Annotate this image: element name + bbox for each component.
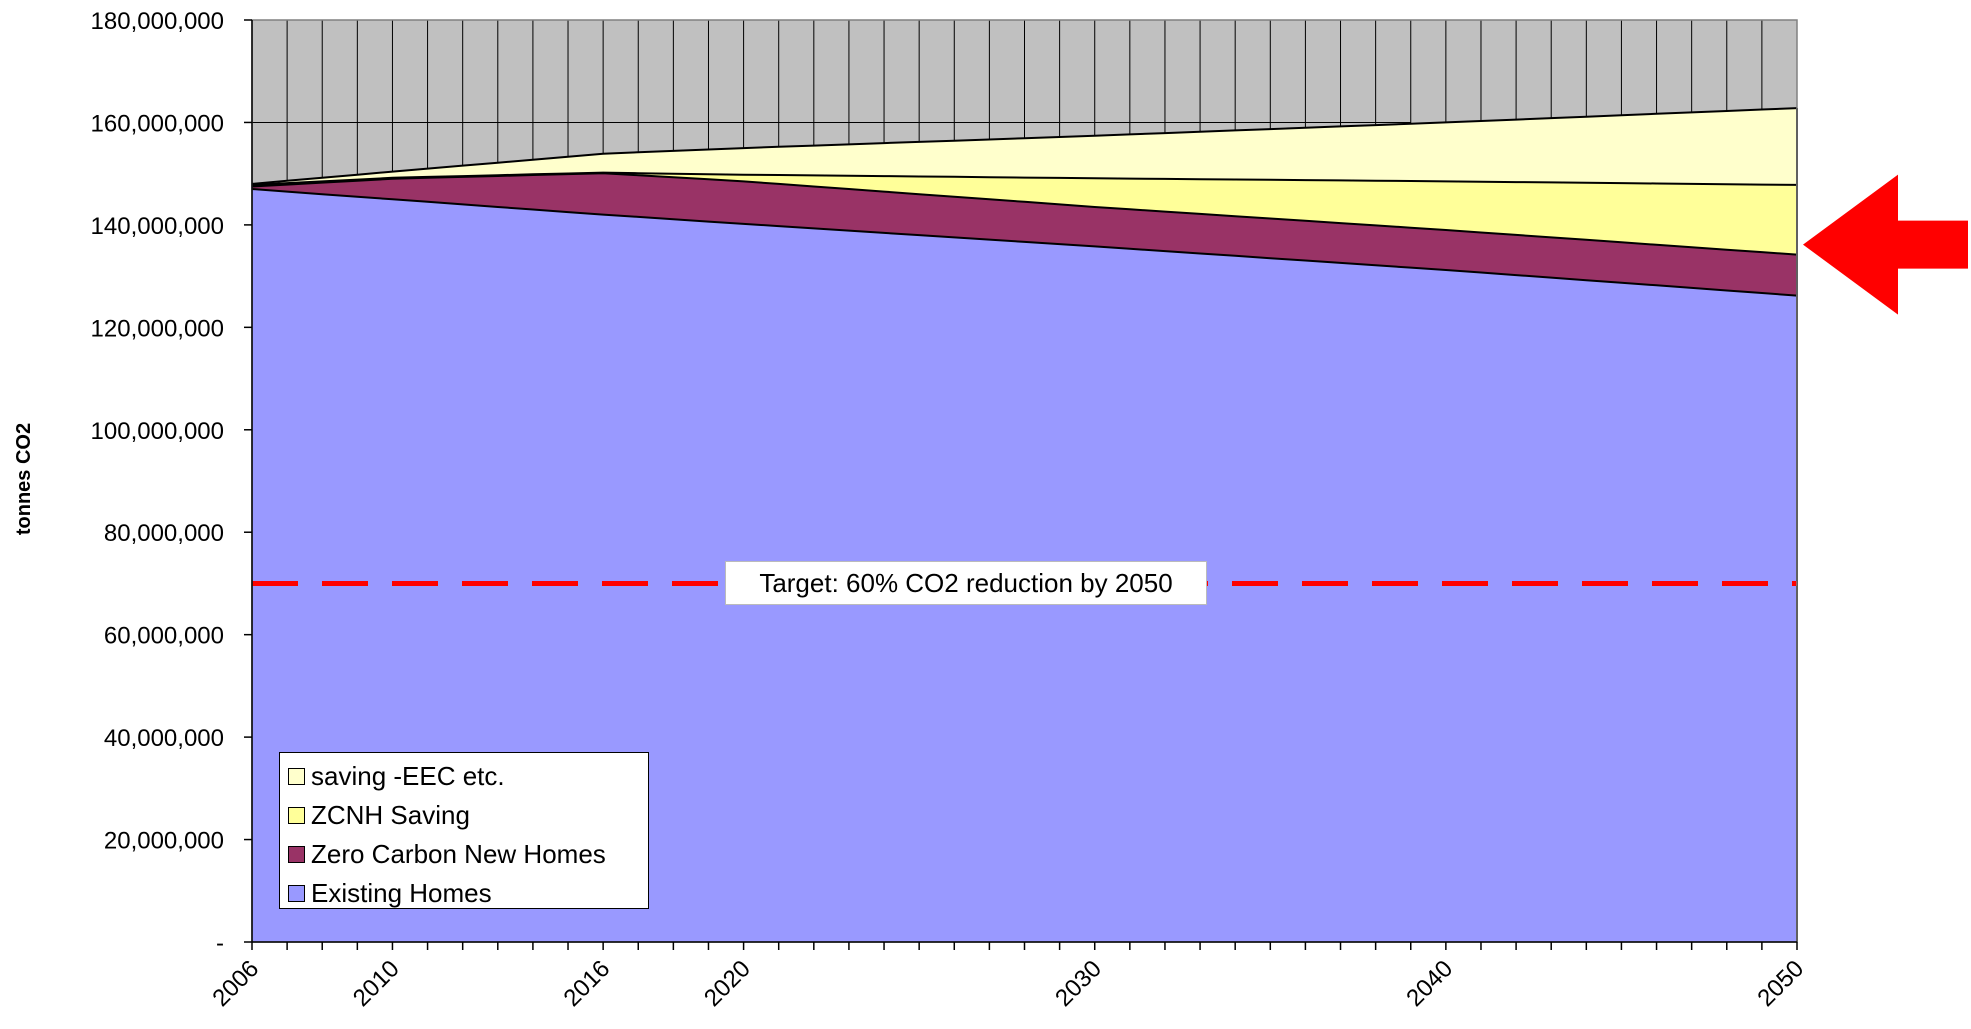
y-tick-label: 140,000,000 <box>91 213 224 240</box>
y-tick-label: 20,000,000 <box>104 828 224 855</box>
y-tick-label: 180,000,000 <box>91 8 224 35</box>
x-tick-labels: 2006 2010 2016 2020 2030 2040 2050 <box>207 955 1809 1012</box>
legend-swatch-zcnh-saving <box>288 807 305 824</box>
target-label: Target: 60% CO2 reduction by 2050 <box>725 561 1207 605</box>
y-axis-label: tonnes CO2 <box>13 423 35 535</box>
x-tick-label: 2030 <box>1050 955 1107 1012</box>
axes <box>244 19 1798 950</box>
red-arrow-icon <box>1803 174 1968 315</box>
legend-swatch-saving-eec <box>288 768 305 785</box>
series-line-existing-homes <box>251 188 1798 297</box>
y-tick-label: 40,000,000 <box>104 725 224 752</box>
x-tick-label: 2010 <box>348 955 405 1012</box>
series-line-saving-eec-etc- <box>251 107 1798 185</box>
legend-item-zcnh-saving: ZCNH Saving <box>288 796 648 835</box>
y-tick-labels: - 20,000,000 40,000,000 60,000,000 80,000,00… <box>91 8 224 957</box>
y-tick-label: - <box>216 930 224 957</box>
legend-item-existing-homes: Existing Homes <box>288 874 648 913</box>
legend-item-saving-eec: saving -EEC etc. <box>288 757 648 796</box>
legend-label-zero-carbon-new-homes: Zero Carbon New Homes <box>311 839 606 869</box>
legend: saving -EEC etc. ZCNH Saving Zero Carbon… <box>279 752 649 909</box>
x-tick-label: 2040 <box>1401 955 1458 1012</box>
y-tick-label: 120,000,000 <box>91 315 224 342</box>
legend-label-saving-eec: saving -EEC etc. <box>311 761 505 791</box>
y-tick-label: 60,000,000 <box>104 623 224 650</box>
legend-item-zero-carbon-new-homes: Zero Carbon New Homes <box>288 835 648 874</box>
area-series <box>252 108 1797 943</box>
x-tick-label: 2016 <box>558 955 615 1012</box>
legend-label-zcnh-saving: ZCNH Saving <box>311 800 470 830</box>
x-tick-label: 2050 <box>1752 955 1809 1012</box>
x-tick-label: 2006 <box>207 955 264 1012</box>
y-tick-label: 100,000,000 <box>91 418 224 445</box>
legend-swatch-zero-carbon-new-homes <box>288 846 305 863</box>
series-line-zcnh-saving <box>251 171 1798 186</box>
x-tick-label: 2020 <box>699 955 756 1012</box>
legend-label-existing-homes: Existing Homes <box>311 878 492 908</box>
y-tick-label: 80,000,000 <box>104 520 224 547</box>
legend-swatch-existing-homes <box>288 885 305 902</box>
y-tick-label: 160,000,000 <box>91 110 224 137</box>
